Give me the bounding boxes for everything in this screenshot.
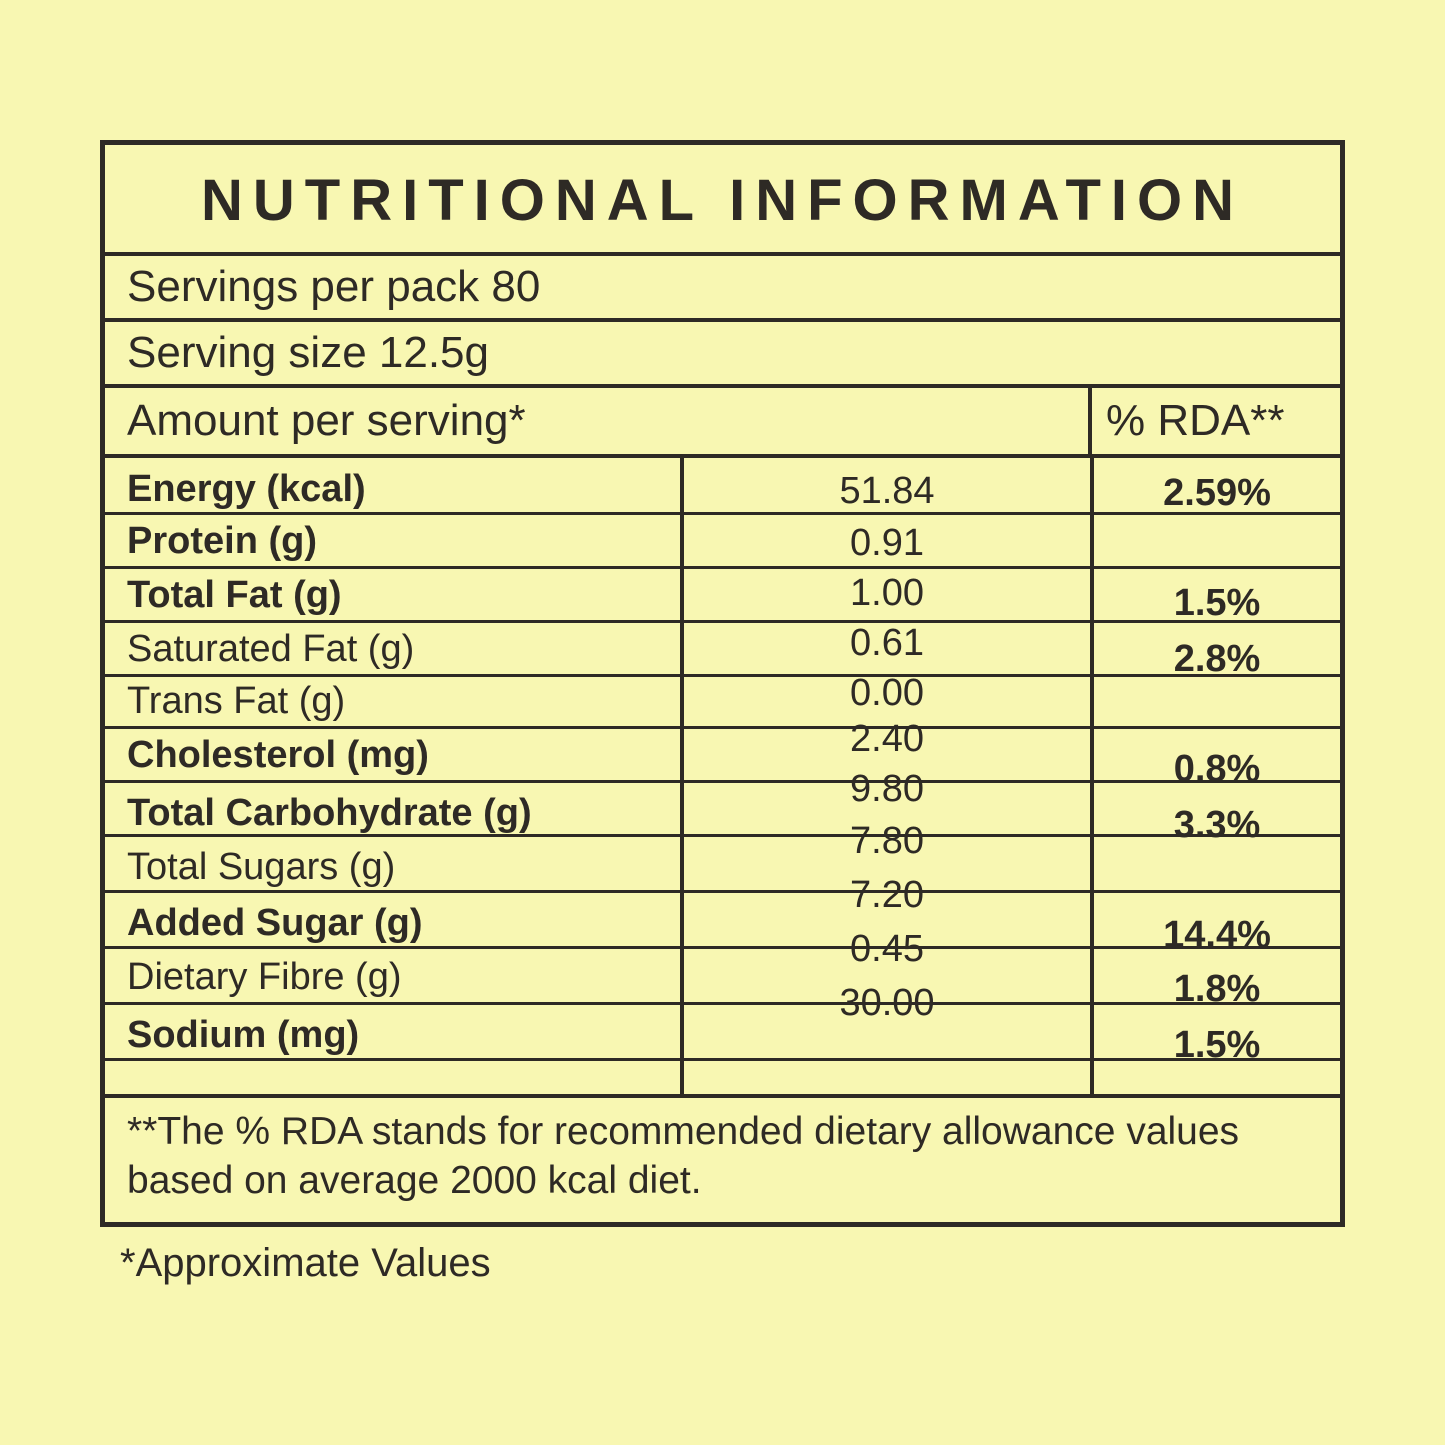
table-rule: [1094, 890, 1340, 893]
nutrient-amount: 2.40: [684, 720, 1090, 758]
table-rule: [105, 1002, 680, 1005]
table-rule: [1094, 726, 1340, 729]
nutrient-amount: 0.91: [684, 524, 1090, 562]
nutrient-label: Total Sugars (g): [127, 848, 395, 886]
table-rule: [105, 620, 680, 623]
table-rule: [105, 890, 680, 893]
nutrient-rda: 14.4%: [1094, 916, 1340, 954]
nutrient-label: Protein (g): [127, 522, 317, 560]
nutrient-rda: 3.3%: [1094, 806, 1340, 844]
nutrient-amount: 7.80: [684, 822, 1090, 860]
nutrient-amount: 0.00: [684, 674, 1090, 712]
nutrient-rda: 2.59%: [1094, 474, 1340, 512]
nutrition-panel: NUTRITIONAL INFORMATION Servings per pac…: [100, 140, 1345, 1227]
table-rule: [684, 512, 1090, 515]
nutrition-table: Energy (kcal) Protein (g) Total Fat (g) Sat…: [105, 458, 1340, 1098]
nutrient-rda: 0.8%: [1094, 750, 1340, 788]
nutrient-amount: 1.00: [684, 574, 1090, 612]
table-rule: [105, 780, 680, 783]
header-amount: Amount per serving*: [105, 388, 1088, 454]
panel-title: NUTRITIONAL INFORMATION: [105, 145, 1340, 256]
nutrient-amount: 0.61: [684, 624, 1090, 662]
table-rule: [105, 674, 680, 677]
nutrient-rda: 1.8%: [1094, 970, 1340, 1008]
table-rule: [105, 726, 680, 729]
nutrient-label: Sodium (mg): [127, 1016, 359, 1054]
nutrient-label: Dietary Fibre (g): [127, 958, 402, 996]
table-rule: [105, 834, 680, 837]
nutrient-label: Added Sugar (g): [127, 904, 423, 942]
footnote-approx: *Approximate Values: [100, 1227, 1345, 1286]
nutrient-label: Saturated Fat (g): [127, 630, 414, 668]
table-rule: [684, 1058, 1090, 1061]
table-header: Amount per serving* % RDA**: [105, 388, 1340, 458]
table-rule: [105, 512, 680, 515]
nutrient-amount: 9.80: [684, 770, 1090, 808]
servings-per-pack: Servings per pack 80: [105, 256, 1340, 322]
nutrient-label: Total Carbohydrate (g): [127, 794, 532, 832]
nutrient-label: Cholesterol (mg): [127, 736, 429, 774]
header-rda: % RDA**: [1088, 388, 1340, 454]
nutrient-rda: 1.5%: [1094, 584, 1340, 622]
table-rule: [105, 566, 680, 569]
nutrient-amount: 7.20: [684, 876, 1090, 914]
nutrient-rda: 1.5%: [1094, 1026, 1340, 1064]
nutrient-rda: 2.8%: [1094, 640, 1340, 678]
nutrient-amount: 0.45: [684, 930, 1090, 968]
table-rule: [105, 946, 680, 949]
serving-size: Serving size 12.5g: [105, 322, 1340, 388]
table-rule: [684, 566, 1090, 569]
nutrient-label: Total Fat (g): [127, 576, 342, 614]
footnote-rda: **The % RDA stands for recommended dieta…: [105, 1098, 1340, 1222]
nutrient-amount: 30.00: [684, 984, 1090, 1022]
nutrient-amount: 51.84: [684, 472, 1090, 510]
table-rule: [105, 1058, 680, 1061]
nutrient-label: Energy (kcal): [127, 470, 366, 508]
nutrient-label: Trans Fat (g): [127, 682, 345, 720]
table-rule: [1094, 566, 1340, 569]
